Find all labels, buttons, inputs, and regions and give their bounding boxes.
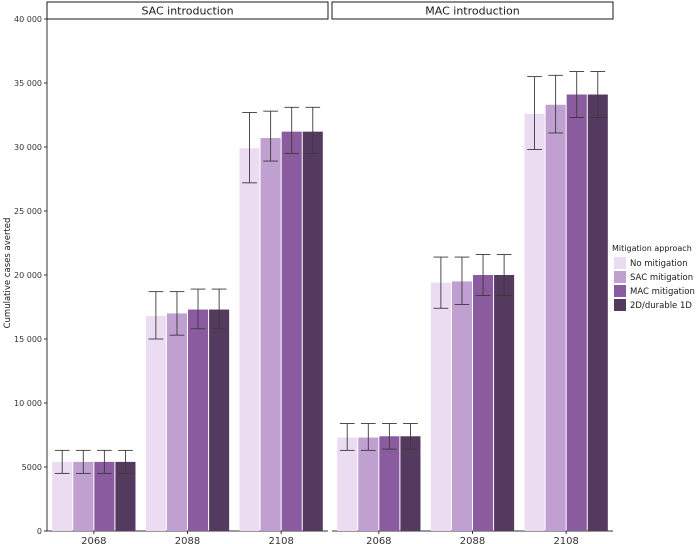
x-tick-label: 2108 (553, 536, 578, 544)
y-tick-label: 0 (37, 527, 42, 536)
bar (281, 131, 302, 531)
bar (473, 275, 494, 531)
legend-label: SAC mitigation (630, 273, 693, 283)
bar (566, 94, 587, 532)
facet-strip (331, 1, 614, 20)
x-tick-label: 2068 (366, 536, 391, 544)
legend-swatch (614, 285, 626, 297)
x-tick-label: 2088 (460, 536, 485, 544)
x-tick-label: 2088 (175, 536, 200, 544)
bar (302, 131, 323, 531)
bar (94, 461, 115, 531)
bar (524, 113, 545, 531)
bar (337, 437, 358, 531)
y-tick-label: 25 000 (14, 207, 42, 216)
y-tick-label: 35 000 (14, 79, 42, 88)
y-tick-label: 5000 (22, 463, 42, 472)
legend-label: 2D/durable 1D (630, 301, 692, 311)
bar (166, 313, 187, 531)
bar (430, 282, 451, 531)
bar (545, 104, 566, 531)
legend: Mitigation approach No mitigation SAC mit… (612, 244, 695, 311)
y-tick-label: 40 000 (14, 15, 42, 24)
bar (379, 436, 400, 531)
facet-panel-2: MAC introduction 2068 2088 2108 (331, 1, 614, 544)
bar (209, 309, 230, 531)
bar (188, 309, 209, 531)
y-tick-label: 15 000 (14, 335, 42, 344)
facet-strip-label: SAC introduction (141, 5, 233, 18)
facet-strip-label: MAC introduction (425, 5, 519, 18)
y-axis-title: Cumulative cases averted (3, 218, 13, 329)
x-tick-label: 2068 (81, 536, 106, 544)
y-tick-label: 20 000 (14, 271, 42, 280)
legend-title: Mitigation approach (612, 244, 692, 253)
legend-label: MAC mitigation (630, 287, 695, 297)
bar (587, 94, 608, 532)
y-tick-label: 30 000 (14, 143, 42, 152)
legend-swatch (614, 271, 626, 283)
bar (115, 461, 136, 531)
bar (260, 138, 281, 532)
bar (145, 315, 166, 531)
legend-swatch (614, 299, 626, 311)
x-tick-label: 2108 (268, 536, 293, 544)
y-axis: 0 5000 10 000 15 000 20 000 25 000 30 000 35 00… (14, 15, 48, 536)
legend-swatch (614, 257, 626, 269)
bar (494, 275, 515, 531)
bar (400, 436, 421, 531)
bar (451, 281, 472, 531)
y-tick-label: 10 000 (14, 399, 42, 408)
bar (52, 461, 73, 531)
facet-strip (46, 1, 329, 20)
bar (239, 148, 260, 531)
facet-panel-1: SAC introduction 2068 2088 2108 (46, 1, 329, 544)
legend-label: No mitigation (630, 259, 687, 269)
bar (358, 437, 379, 531)
bar (73, 461, 94, 531)
